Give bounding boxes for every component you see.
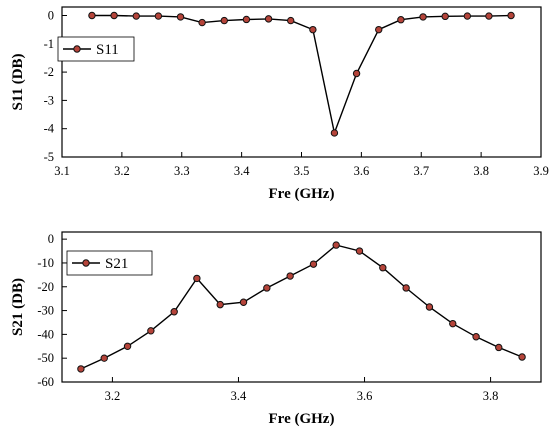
data-point [402, 284, 410, 292]
data-point [123, 342, 132, 350]
x-tick-label: 3.1 [54, 164, 70, 178]
legend-marker [82, 259, 90, 267]
data-point [352, 69, 361, 78]
data-point [332, 241, 340, 249]
legend-label: S21 [105, 256, 128, 272]
y-axis-label: S21 (DB) [10, 278, 26, 336]
y-tick-label: -60 [37, 375, 54, 389]
data-point [216, 300, 224, 309]
y-tick-label: -5 [44, 150, 54, 164]
plot-frame [61, 231, 542, 383]
data-point [170, 308, 178, 316]
data-point [485, 12, 493, 20]
y-axis-label: S11 (DB) [10, 53, 26, 110]
x-tick-label: 3.4 [234, 164, 250, 178]
data-point [132, 12, 140, 20]
y-tick-label: -40 [37, 327, 54, 341]
data-point [309, 260, 318, 268]
y-tick-label: -30 [37, 304, 54, 318]
data-point [425, 303, 434, 311]
x-tick-label: 3.2 [114, 164, 130, 178]
y-tick-label: -4 [44, 122, 55, 136]
x-tick-label: 3.7 [413, 164, 429, 178]
y-tick-label: -1 [44, 37, 54, 51]
data-point [110, 11, 118, 20]
x-tick-label: 3.6 [354, 164, 370, 178]
data-point [239, 298, 248, 306]
data-point [198, 18, 206, 27]
legend-box [66, 250, 153, 276]
series-line [80, 244, 523, 370]
x-tick-label: 3.3 [174, 164, 190, 178]
data-point [242, 15, 251, 24]
data-point [264, 15, 273, 23]
data-point [463, 12, 472, 20]
x-tick-label: 3.8 [483, 389, 499, 403]
y-tick-label: -3 [44, 93, 54, 107]
data-point [287, 16, 295, 25]
data-point [193, 274, 201, 283]
x-tick-label: 3.9 [533, 164, 549, 178]
y-tick-label: -2 [44, 65, 54, 79]
plot-frame [61, 6, 542, 158]
y-tick-label: 0 [48, 8, 54, 22]
s11-chart: 3.1 3.2 3.3 3.4 3.5 3.6 3.7 3.8 3.9 0 -1 -2 -3 -4 -5 Fr… [10, 6, 549, 202]
data-point [88, 11, 96, 20]
data-point [419, 13, 427, 21]
data-point [330, 129, 339, 137]
x-axis-label: Fre (GHz) [269, 186, 335, 202]
x-tick-label: 3.6 [357, 389, 373, 403]
data-point [154, 12, 163, 20]
data-point [507, 11, 515, 20]
s21-chart: 3.2 3.4 3.6 3.8 0 -10 -20 -30 -40 -50 -60 Fre (GHz)… [10, 231, 542, 427]
data-point [220, 16, 228, 25]
data-point [263, 284, 271, 292]
data-point [147, 327, 155, 335]
data-point [495, 343, 503, 352]
data-point [77, 365, 85, 373]
data-point [379, 264, 387, 272]
y-tick-label: -20 [37, 280, 54, 294]
data-point [518, 353, 526, 361]
series-line [91, 14, 512, 136]
data-point [100, 354, 108, 362]
data-point [397, 16, 405, 24]
x-tick-label: 3.5 [294, 164, 310, 178]
data-point [355, 247, 364, 255]
x-tick-label: 3.2 [105, 389, 121, 403]
data-point [286, 272, 294, 280]
x-tick-label: 3.8 [473, 164, 489, 178]
data-point [176, 13, 185, 21]
x-tick-label: 3.4 [231, 389, 247, 403]
x-axis-label: Fre (GHz) [269, 411, 335, 427]
y-tick-label: -50 [37, 351, 54, 365]
data-point [472, 333, 480, 341]
y-tick-label: 0 [48, 232, 54, 246]
y-tick-label: -10 [37, 256, 54, 270]
data-point [375, 25, 383, 34]
legend-marker [73, 45, 81, 53]
data-point [309, 25, 317, 34]
data-point [449, 319, 457, 328]
legend-label: S11 [96, 42, 119, 58]
data-point [441, 12, 449, 21]
